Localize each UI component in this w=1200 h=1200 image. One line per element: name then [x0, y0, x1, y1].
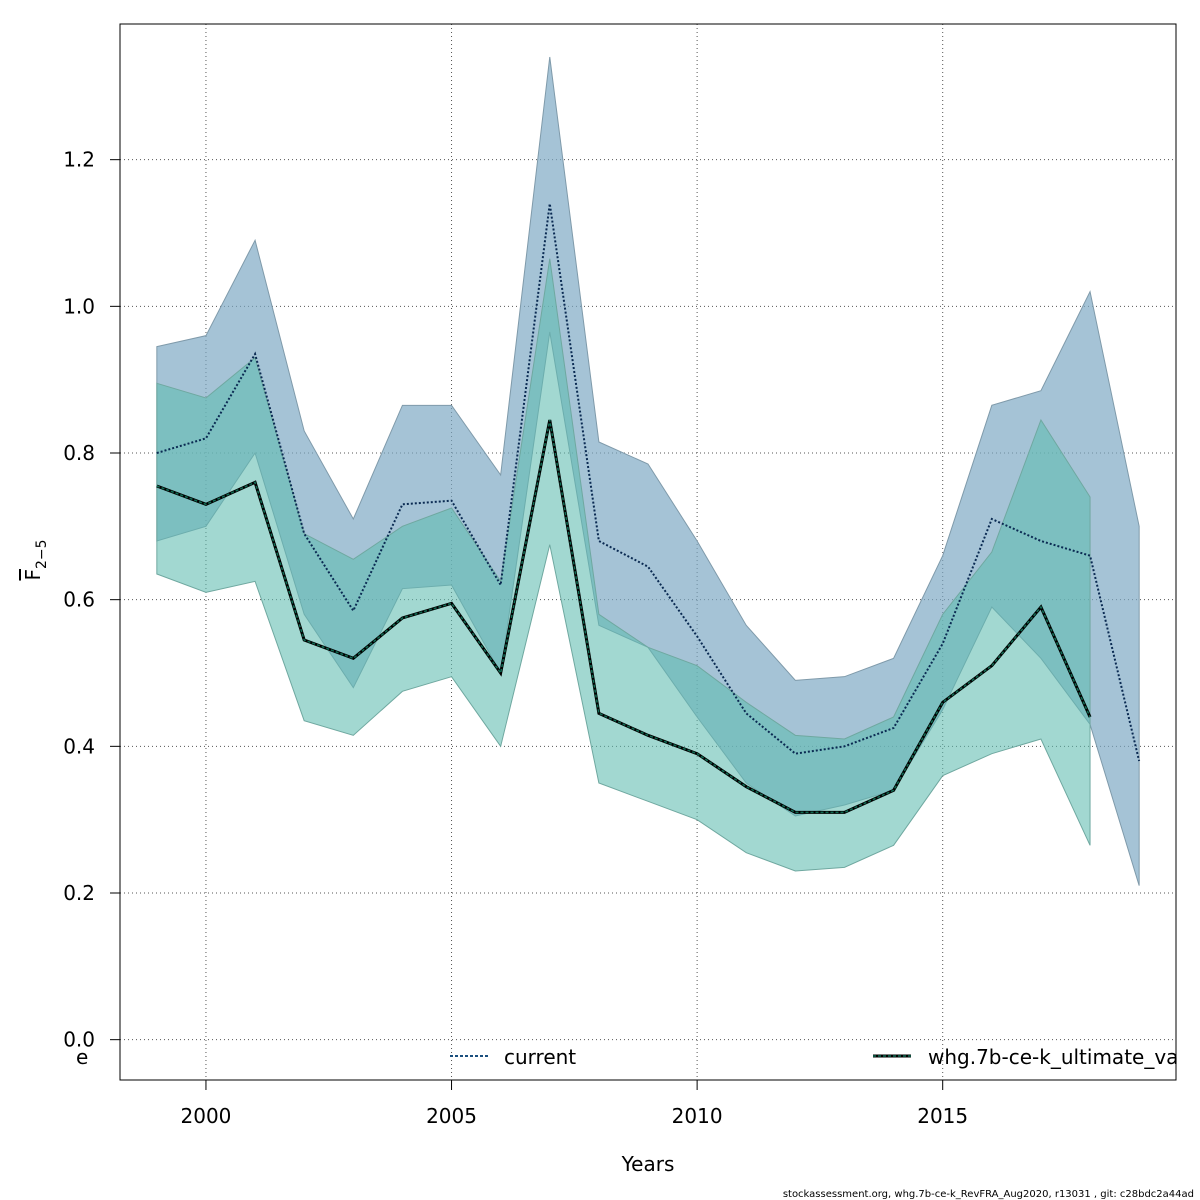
x-tick-label-2005: 2005: [426, 1104, 477, 1128]
legend-label-ultimate: whg.7b-ce-k_ultimate_va: [928, 1045, 1178, 1069]
y-tick-label-5: 1.0: [63, 294, 95, 318]
y-tick-label-6: 1.2: [63, 148, 95, 172]
series-lines: [156, 203, 1141, 814]
line-current: [156, 203, 1141, 762]
x-axis: 2000 2005 2010 2015: [181, 1080, 968, 1128]
footer-caption: stockassessment.org, whg.7b-ce-k_RevFRA_…: [783, 1189, 1194, 1200]
x-tick-label-2000: 2000: [181, 1104, 232, 1128]
y-tick-label-0: 0.0: [63, 1028, 95, 1052]
x-tick-label-2010: 2010: [672, 1104, 723, 1128]
x-tick-label-2015: 2015: [917, 1104, 968, 1128]
y-axis: 0.0 0.2 0.4 0.6 0.8 1.0 1.2: [63, 148, 120, 1052]
plot-frame: [119, 23, 1177, 1081]
legend: e current whg.7b-ce-k_ultimate_va: [76, 1045, 1178, 1069]
line-ultimate: [156, 419, 1091, 814]
y-tick-label-2: 0.4: [63, 734, 95, 758]
y-tick-label-3: 0.6: [63, 588, 95, 612]
y-axis-title: F2−5: [21, 539, 50, 580]
confidence-bands: [156, 56, 1140, 886]
y-axis-title-main: F: [21, 569, 45, 581]
x-axis-title: Years: [621, 1152, 675, 1176]
svg-text:F2−5: F2−5: [21, 539, 50, 580]
y-axis-title-subscript: 2−5: [34, 539, 50, 569]
legend-label-current: current: [504, 1045, 576, 1069]
grid-lines: [120, 24, 1176, 1080]
legend-label-e: e: [76, 1045, 88, 1069]
y-tick-label-4: 0.8: [63, 441, 95, 465]
y-tick-label-1: 0.2: [63, 881, 95, 905]
